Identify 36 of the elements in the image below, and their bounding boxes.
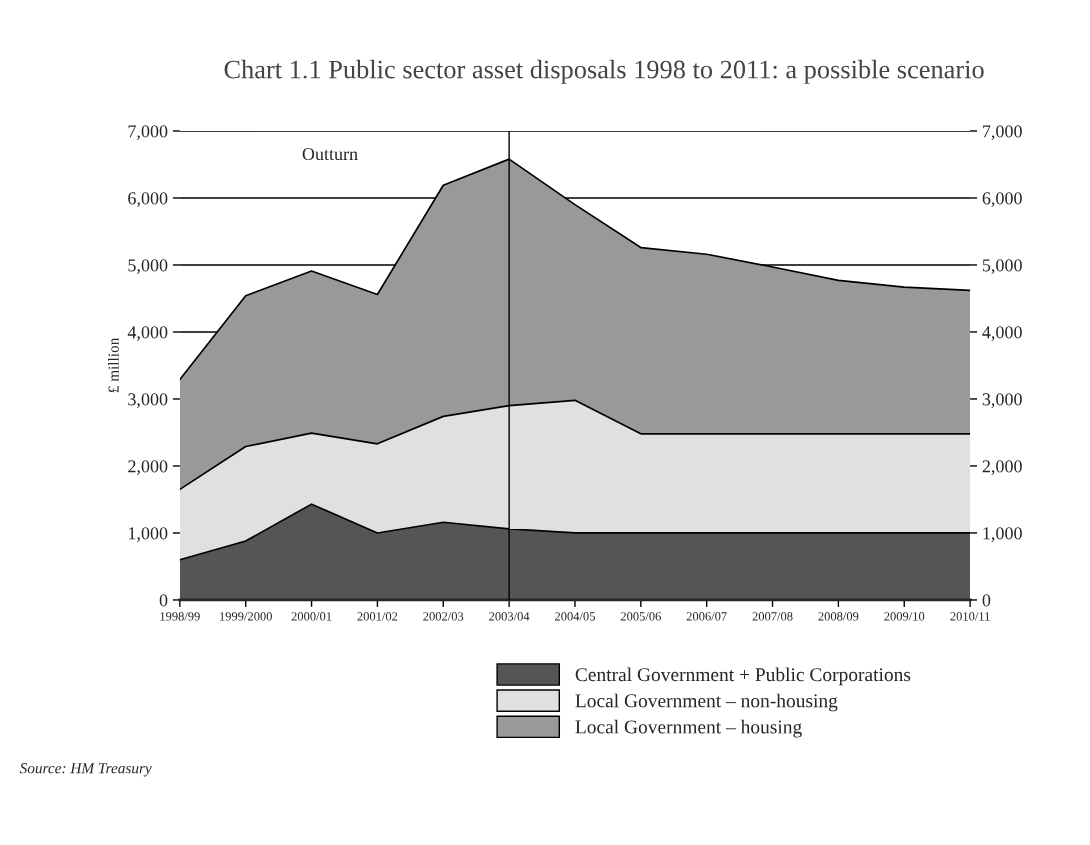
x-tick-label: 1999/2000 (220, 612, 272, 621)
x-tick-label: 2004/05 (555, 612, 595, 621)
y-tick-label: 2,000 (128, 460, 168, 475)
y2-tick-label: 1,000 (983, 527, 1022, 542)
x-tick-label: 2002/03 (423, 612, 464, 621)
x-tick-label: 2010/11 (950, 612, 990, 621)
y2-tick-label: 7,000 (983, 125, 1022, 141)
x-tick-label: 2008/09 (818, 612, 859, 621)
y-tick-label: 4,000 (127, 326, 168, 341)
y2-tick-label: 3,000 (982, 393, 1022, 408)
annotation: Outturn (302, 147, 358, 161)
x-tick-label: 2007/08 (752, 612, 793, 621)
y-tick-label: 7,000 (128, 125, 168, 141)
legend-label: Central Government + Public Corporations (575, 667, 911, 686)
legend-label: Local Government – housing (575, 719, 802, 738)
chart-title: Chart 1.1 Public sector asset disposals 1998 to 2011: a possible scenario (224, 59, 984, 84)
x-tick-label: 2000/01 (291, 612, 332, 621)
y-tick-label: 5,000 (128, 259, 168, 275)
y-tick-label: 1,000 (129, 527, 168, 542)
y-tick-label: 6,000 (128, 192, 168, 208)
y-tick-label: 0 (159, 594, 168, 607)
x-tick-label: 2003/04 (489, 612, 530, 621)
y2-tick-label: 5,000 (982, 259, 1022, 275)
y2-tick-label: 0 (982, 594, 991, 607)
x-tick-label: 2001/02 (357, 612, 398, 621)
source-note: Source: HM Treasury (19, 763, 152, 777)
x-tick-label: 2006/07 (686, 612, 727, 621)
x-tick-label: 2005/06 (620, 612, 661, 621)
y2-tick-label: 6,000 (982, 192, 1022, 208)
x-tick-label: 1998/99 (160, 612, 200, 621)
y2-tick-label: 4,000 (982, 326, 1022, 341)
x-tick-label: 2009/10 (884, 612, 925, 621)
legend-label: Local Government – non-housing (575, 693, 838, 712)
y-axis-title: £ million (108, 337, 119, 393)
y-tick-label: 3,000 (128, 393, 168, 408)
y2-tick-label: 2,000 (982, 460, 1022, 475)
